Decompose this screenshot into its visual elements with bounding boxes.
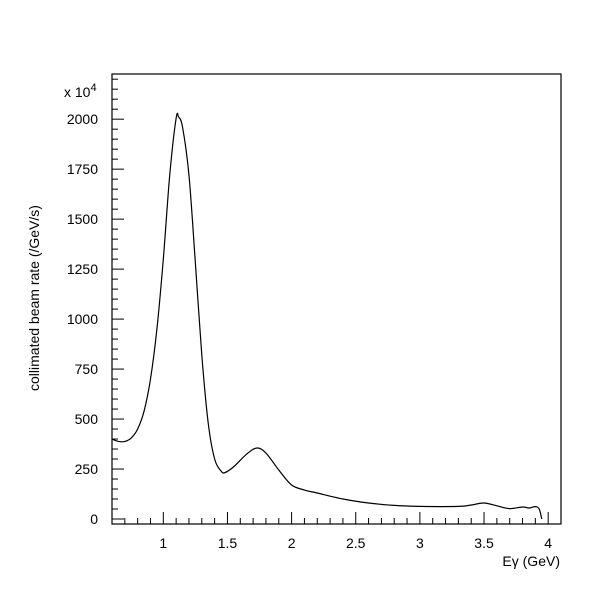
x-axis-label: Eγ (GeV) [502, 553, 560, 569]
y-tick-label: 250 [75, 461, 99, 477]
x-tick-label: 2 [288, 535, 296, 551]
x-tick-label: 1 [159, 535, 167, 551]
y-tick-label: 500 [75, 411, 99, 427]
x-tick-label: 1.5 [218, 535, 238, 551]
y-tick-label: 1750 [67, 161, 98, 177]
series-line-rate [111, 112, 543, 520]
y-axis-label: collimated beam rate (/GeV/s) [26, 205, 42, 391]
y-tick-label: 1500 [67, 211, 98, 227]
x-tick-label: 4 [544, 535, 552, 551]
y-multiplier: x 104 [64, 82, 97, 100]
x-tick-label: 2.5 [346, 535, 366, 551]
tick-labels: 1 1.5 2 2.5 3 3.5 4 0 250 500 750 1000 1250 1500 1750 2… [67, 111, 552, 551]
axis-ticks [111, 78, 562, 524]
plot-frame [111, 73, 562, 525]
x-tick-label: 3.5 [474, 535, 494, 551]
x-tick-label: 3 [416, 535, 424, 551]
y-tick-label: 750 [75, 361, 99, 377]
y-tick-label: 1000 [67, 311, 98, 327]
y-tick-label: 0 [90, 511, 98, 527]
y-tick-label: 1250 [67, 261, 98, 277]
y-tick-label: 2000 [67, 111, 98, 127]
